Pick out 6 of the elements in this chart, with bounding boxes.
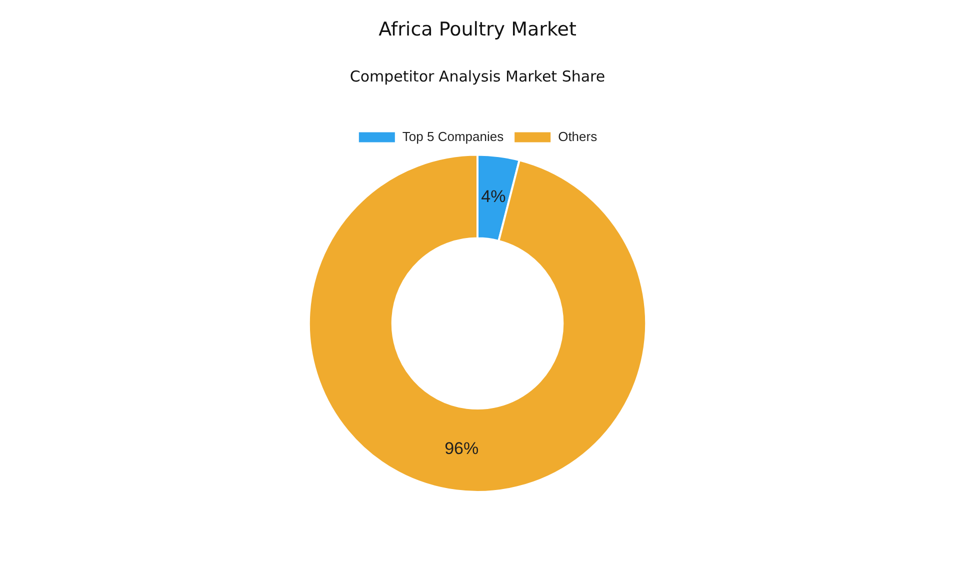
chart-subtitle: Competitor Analysis Market Share bbox=[350, 68, 606, 86]
data-label: 96% bbox=[444, 438, 479, 458]
chart-title: Africa Poultry Market bbox=[378, 18, 576, 40]
data-label: 4% bbox=[481, 187, 506, 206]
legend-label: Others bbox=[558, 128, 598, 144]
legend-label: Top 5 Companies bbox=[402, 128, 504, 144]
